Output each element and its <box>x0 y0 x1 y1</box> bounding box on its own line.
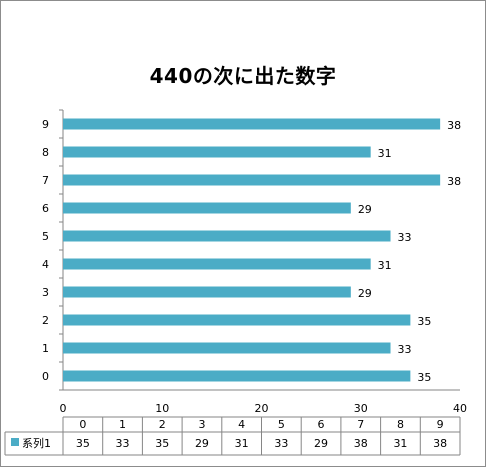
data-label: 29 <box>358 287 372 300</box>
y-tick-label: 3 <box>42 286 49 299</box>
data-label: 33 <box>398 231 412 244</box>
table-header-cell: 3 <box>198 418 205 431</box>
data-label: 35 <box>417 371 431 384</box>
bar-4 <box>63 258 371 270</box>
x-tick-label: 10 <box>155 402 169 415</box>
data-label: 31 <box>378 147 392 160</box>
table-value-cell: 31 <box>393 437 407 450</box>
y-tick-label: 6 <box>42 202 49 215</box>
bar-0 <box>63 370 411 382</box>
table-value-cell: 33 <box>274 437 288 450</box>
y-tick-label: 8 <box>42 146 49 159</box>
bar-7 <box>63 174 441 186</box>
table-header-cell: 2 <box>159 418 166 431</box>
data-label: 38 <box>447 119 461 132</box>
data-label: 38 <box>447 175 461 188</box>
table-header-cell: 1 <box>119 418 126 431</box>
x-tick-label: 0 <box>60 402 67 415</box>
y-tick-label: 1 <box>42 342 49 355</box>
bar-9 <box>63 118 441 130</box>
bar-8 <box>63 146 371 158</box>
bar-3 <box>63 286 351 298</box>
table-header-cell: 9 <box>437 418 444 431</box>
table-header-cell: 6 <box>318 418 325 431</box>
table-value-cell: 35 <box>155 437 169 450</box>
table-value-cell: 38 <box>433 437 447 450</box>
y-tick-label: 5 <box>42 230 49 243</box>
chart-title: 440の次に出た数字 <box>149 64 337 88</box>
data-label: 29 <box>358 203 372 216</box>
table-header-cell: 8 <box>397 418 404 431</box>
table-header-cell: 4 <box>238 418 245 431</box>
bar-5 <box>63 230 391 242</box>
legend-key <box>11 438 19 446</box>
table-value-cell: 31 <box>235 437 249 450</box>
table-value-cell: 38 <box>354 437 368 450</box>
table-header-cell: 7 <box>357 418 364 431</box>
x-tick-label: 30 <box>354 402 368 415</box>
table-header-cell: 5 <box>278 418 285 431</box>
x-tick-label: 40 <box>453 402 467 415</box>
bar-6 <box>63 202 351 214</box>
bar-2 <box>63 314 411 326</box>
y-tick-label: 7 <box>42 174 49 187</box>
bar-1 <box>63 342 391 354</box>
y-tick-label: 0 <box>42 370 49 383</box>
y-tick-label: 4 <box>42 258 49 271</box>
data-label: 35 <box>417 315 431 328</box>
table-value-cell: 33 <box>116 437 130 450</box>
table-value-cell: 29 <box>314 437 328 450</box>
x-tick-label: 20 <box>255 402 269 415</box>
data-label: 31 <box>378 259 392 272</box>
data-label: 33 <box>398 343 412 356</box>
y-tick-label: 9 <box>42 118 49 131</box>
legend-series-name: 系列1 <box>22 436 51 450</box>
table-value-cell: 35 <box>76 437 90 450</box>
y-tick-label: 2 <box>42 314 49 327</box>
table-header-cell: 0 <box>79 418 86 431</box>
table-value-cell: 29 <box>195 437 209 450</box>
